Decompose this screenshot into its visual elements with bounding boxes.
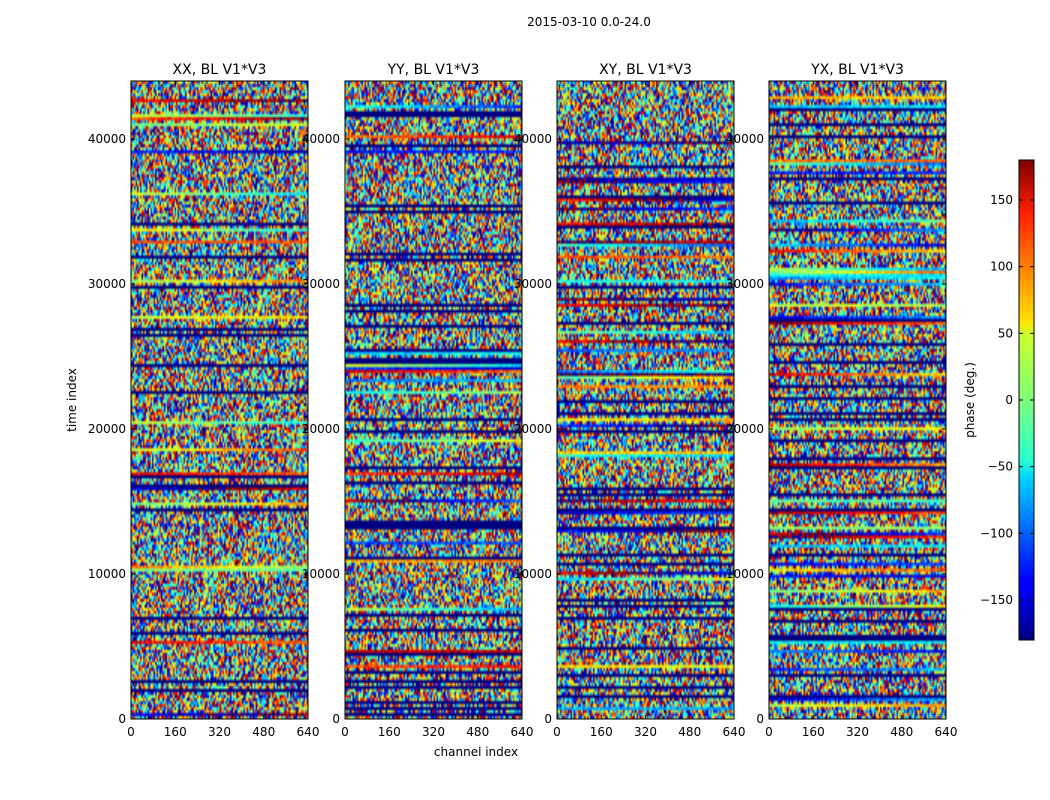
x-tick-label: 0 [553, 725, 561, 739]
colorbar-tick-label: −100 [980, 526, 1013, 540]
heatmap-image [557, 81, 734, 719]
x-tick-label: 480 [466, 725, 489, 739]
heatmap-panel-2: XY, BL V1*V3 0 160 320 480 640 0 10000 20000 3000… [514, 62, 746, 739]
x-tick-label: 0 [765, 725, 773, 739]
colorbar-tick-label: 0 [1005, 393, 1013, 407]
x-tick-label: 160 [590, 725, 613, 739]
heatmap-image [345, 81, 522, 719]
y-tick-label: 0 [756, 712, 764, 726]
x-tick-label: 160 [164, 725, 187, 739]
y-tick-label: 20000 [88, 422, 126, 436]
x-tick-label: 0 [127, 725, 135, 739]
y-tick-label: 30000 [302, 277, 340, 291]
y-tick-label: 10000 [302, 567, 340, 581]
y-tick-label: 10000 [726, 567, 764, 581]
y-tick-label: 40000 [514, 132, 552, 146]
y-tick-label: 0 [118, 712, 126, 726]
heatmap-panel-3: YX, BL V1*V3 0 160 320 480 640 0 10000 20000 3000… [726, 62, 958, 739]
x-tick-label: 640 [935, 725, 958, 739]
y-tick-label: 30000 [514, 277, 552, 291]
y-tick-label: 40000 [302, 132, 340, 146]
colorbar-tick-label: 50 [998, 326, 1013, 340]
colorbar-tick-label: −50 [988, 460, 1013, 474]
panel-title: YY, BL V1*V3 [387, 62, 480, 78]
y-tick-label: 20000 [302, 422, 340, 436]
x-tick-label: 0 [341, 725, 349, 739]
x-tick-label: 160 [378, 725, 401, 739]
figure-title: 2015-03-10 0.0-24.0 [527, 15, 651, 29]
heatmap-panel-1: YY, BL V1*V3 0 160 320 480 640 0 10000 20000 3000… [302, 62, 534, 739]
colorbar-label: phase (deg.) [963, 362, 977, 438]
x-tick-label: 320 [846, 725, 869, 739]
x-axis-label: channel index [434, 745, 518, 759]
heatmap-image [131, 81, 308, 719]
colorbar-ticks: −150 −100 −50 0 50 100 150 [980, 193, 1034, 607]
x-tick-label: 480 [890, 725, 913, 739]
panel-title: YX, BL V1*V3 [810, 62, 904, 78]
x-tick-label: 640 [297, 725, 320, 739]
y-tick-label: 0 [544, 712, 552, 726]
x-tick-label: 320 [208, 725, 231, 739]
x-tick-label: 320 [634, 725, 657, 739]
colorbar: −150 −100 −50 0 50 100 150 phase (deg.) [963, 159, 1035, 641]
x-tick-label: 320 [422, 725, 445, 739]
colorbar-tick-label: −150 [980, 593, 1013, 607]
y-tick-label: 20000 [726, 422, 764, 436]
y-tick-label: 40000 [88, 132, 126, 146]
y-tick-label: 10000 [514, 567, 552, 581]
colorbar-tick-label: 100 [990, 260, 1013, 274]
y-tick-label: 10000 [88, 567, 126, 581]
y-tick-label: 30000 [88, 277, 126, 291]
heatmap-panels: XX, BL V1*V3 0 160 320 480 640 0 10000 20000 3000… [88, 62, 958, 739]
x-tick-label: 640 [723, 725, 746, 739]
x-tick-label: 480 [252, 725, 275, 739]
heatmap-image [769, 81, 946, 719]
y-tick-label: 30000 [726, 277, 764, 291]
heatmap-panel-0: XX, BL V1*V3 0 160 320 480 640 0 10000 20000 3000… [88, 62, 320, 739]
x-tick-label: 160 [802, 725, 825, 739]
colorbar-tick-label: 150 [990, 193, 1013, 207]
x-tick-label: 640 [511, 725, 534, 739]
y-tick-label: 40000 [726, 132, 764, 146]
panel-title: XY, BL V1*V3 [599, 62, 692, 78]
y-tick-label: 0 [332, 712, 340, 726]
y-axis-label: time index [65, 368, 79, 432]
y-tick-label: 20000 [514, 422, 552, 436]
x-tick-label: 480 [678, 725, 701, 739]
panel-title: XX, BL V1*V3 [173, 62, 267, 78]
